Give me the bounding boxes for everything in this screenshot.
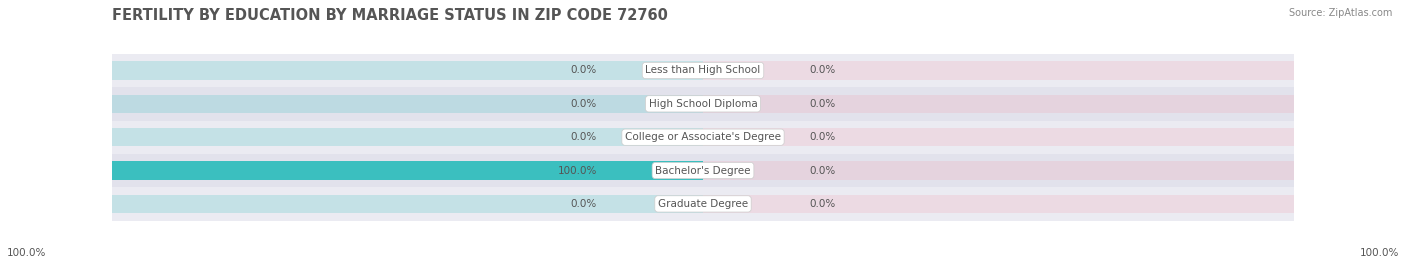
Bar xyxy=(112,161,703,180)
Bar xyxy=(703,195,1294,213)
Text: 0.0%: 0.0% xyxy=(810,65,835,76)
Text: 0.0%: 0.0% xyxy=(810,132,835,142)
Text: 0.0%: 0.0% xyxy=(571,99,596,109)
Text: 0.0%: 0.0% xyxy=(810,99,835,109)
Bar xyxy=(112,54,1294,87)
Bar xyxy=(112,128,703,146)
Text: Source: ZipAtlas.com: Source: ZipAtlas.com xyxy=(1288,8,1392,18)
Bar xyxy=(112,61,703,80)
Text: 100.0%: 100.0% xyxy=(557,165,596,176)
Text: 0.0%: 0.0% xyxy=(571,199,596,209)
Text: High School Diploma: High School Diploma xyxy=(648,99,758,109)
Bar xyxy=(112,161,703,180)
Bar xyxy=(112,87,1294,121)
Text: 100.0%: 100.0% xyxy=(7,248,46,258)
Bar xyxy=(112,195,703,213)
Bar xyxy=(112,121,1294,154)
Text: Graduate Degree: Graduate Degree xyxy=(658,199,748,209)
Bar xyxy=(703,128,1294,146)
Text: 0.0%: 0.0% xyxy=(571,65,596,76)
Text: FERTILITY BY EDUCATION BY MARRIAGE STATUS IN ZIP CODE 72760: FERTILITY BY EDUCATION BY MARRIAGE STATU… xyxy=(112,8,668,23)
Bar xyxy=(703,61,1294,80)
Bar xyxy=(703,161,1294,180)
Bar xyxy=(112,154,1294,187)
Text: 0.0%: 0.0% xyxy=(810,165,835,176)
Text: College or Associate's Degree: College or Associate's Degree xyxy=(626,132,780,142)
Bar xyxy=(112,95,703,113)
Bar xyxy=(112,187,1294,221)
Text: 100.0%: 100.0% xyxy=(1360,248,1399,258)
Text: Less than High School: Less than High School xyxy=(645,65,761,76)
Bar xyxy=(703,95,1294,113)
Text: 0.0%: 0.0% xyxy=(571,132,596,142)
Text: 0.0%: 0.0% xyxy=(810,199,835,209)
Text: Bachelor's Degree: Bachelor's Degree xyxy=(655,165,751,176)
